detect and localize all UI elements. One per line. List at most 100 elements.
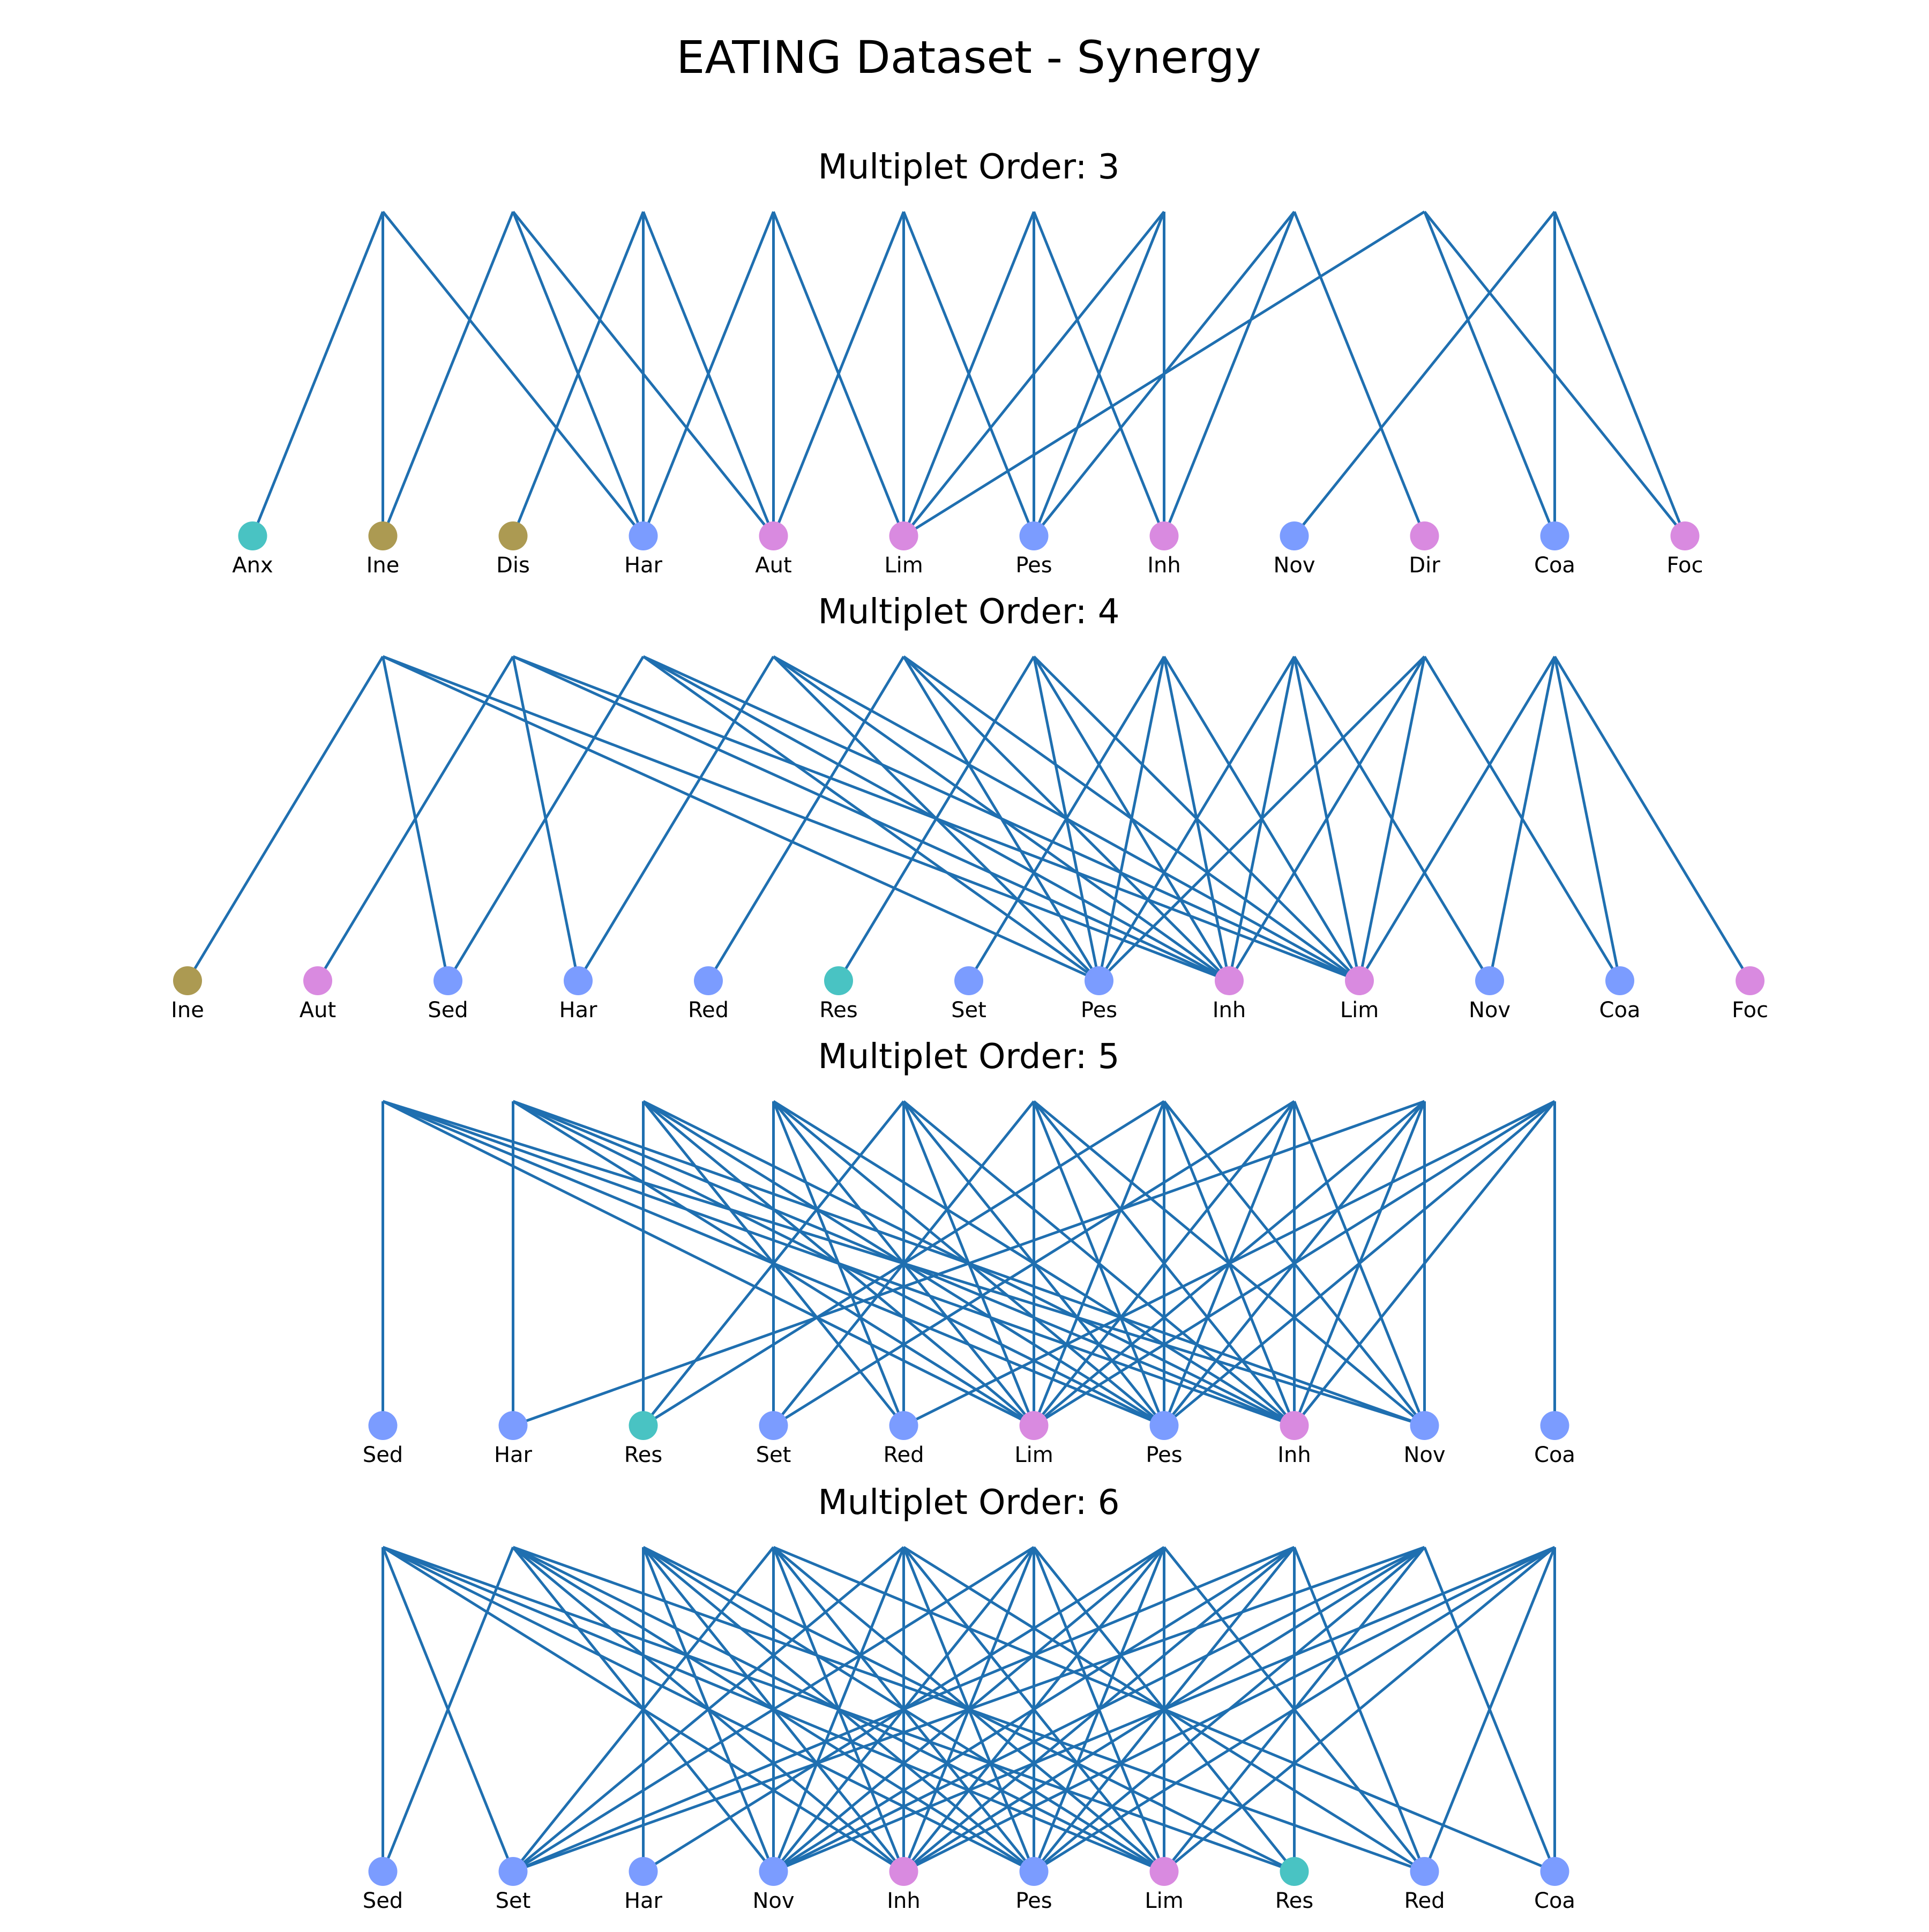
edge-group xyxy=(186,655,1752,982)
hyperedge-link xyxy=(903,1100,1556,1427)
hyperedge-link xyxy=(1033,1100,1296,1427)
edge-group xyxy=(251,210,1686,538)
panel-order-4: Multiplet Order: 4 Ine Aut Sed Har Red Res Set… xyxy=(171,592,1768,1023)
node-label: Lim xyxy=(1145,1889,1183,1913)
hyperedge-link xyxy=(512,1100,1425,1427)
node-inh xyxy=(889,1857,918,1886)
hyperedge-link xyxy=(903,1546,1556,1873)
node-har xyxy=(564,966,593,995)
node-lim xyxy=(1019,1411,1049,1440)
hyperedge-link xyxy=(1163,211,1296,536)
node-pes xyxy=(1019,1857,1049,1886)
hyperedge-link xyxy=(903,210,1425,538)
node-pes xyxy=(1019,521,1049,550)
hyperedge-link xyxy=(382,211,645,537)
node-label: Inh xyxy=(1213,998,1246,1023)
panel-title: Multiplet Order: 5 xyxy=(818,1037,1119,1077)
node-lim xyxy=(1345,966,1374,995)
node-sed xyxy=(368,1857,398,1886)
node-label: Sed xyxy=(363,1443,403,1467)
node-coa xyxy=(1540,1411,1569,1440)
hyperedge-link xyxy=(1228,655,1426,982)
node-sed xyxy=(433,966,462,995)
panel-order-6: Multiplet Order: 6 Sed Set Har Nov Inh Pes Lim… xyxy=(363,1483,1575,1913)
node-label: Nov xyxy=(1273,553,1315,578)
hyperedge-link xyxy=(902,211,1165,537)
node-set xyxy=(954,966,983,995)
panel-order-3: Multiplet Order: 3 Anx Ine Dis Har Aut Lim Pes… xyxy=(232,147,1703,578)
hyperedge-link xyxy=(1033,1546,1556,1873)
hyperedge-link xyxy=(773,1546,1556,1873)
hyperedge-link xyxy=(1163,1546,1556,1873)
node-pes xyxy=(1149,1411,1179,1440)
node-inh xyxy=(1149,521,1179,550)
hyperedge-link xyxy=(382,1100,1035,1427)
node-label: Red xyxy=(1404,1889,1445,1913)
node-label: Foc xyxy=(1732,998,1768,1023)
node-coa xyxy=(1540,1857,1569,1886)
hyperedge-link xyxy=(773,1546,1425,1873)
node-label: Lim xyxy=(884,553,923,578)
node-label: Har xyxy=(559,998,597,1023)
node-label: Set xyxy=(951,998,986,1023)
hyperedge-link xyxy=(1488,656,1556,981)
node-label: Lim xyxy=(1014,1443,1053,1467)
node-label: Coa xyxy=(1534,553,1575,578)
hyperedge-link xyxy=(1033,1100,1556,1427)
node-nov xyxy=(1410,1411,1439,1440)
hyperedge-link xyxy=(1293,1100,1556,1427)
hyperedge-link xyxy=(512,1546,1035,1873)
node-label: Res xyxy=(624,1443,662,1467)
node-label: Nov xyxy=(752,1889,794,1913)
hyperedge-link xyxy=(1097,656,1165,981)
node-inh xyxy=(1215,966,1244,995)
panel-order-5: Multiplet Order: 5 Sed Har Res Set Red Lim Pes… xyxy=(363,1037,1575,1467)
node-label: Foc xyxy=(1666,553,1703,578)
hyperedge-link xyxy=(902,655,1101,982)
node-nov xyxy=(1280,521,1309,550)
node-label: Har xyxy=(494,1443,533,1467)
hyperedge-link xyxy=(837,655,1035,982)
node-coa xyxy=(1605,966,1634,995)
hyperedge-link xyxy=(773,1546,1295,1873)
node-label: Res xyxy=(819,998,857,1023)
node-label: Coa xyxy=(1534,1443,1575,1467)
node-label: Anx xyxy=(232,553,273,578)
node-label: Pes xyxy=(1015,1889,1052,1913)
node-label: Nov xyxy=(1469,998,1511,1023)
node-har xyxy=(498,1411,528,1440)
hyperedge-link xyxy=(1553,655,1752,982)
node-dis xyxy=(498,521,528,550)
node-label: Nov xyxy=(1403,1443,1445,1467)
node-aut xyxy=(303,966,332,995)
hyperedge-link xyxy=(512,1546,775,1873)
hyperedge-link xyxy=(186,655,384,982)
node-label: Pes xyxy=(1015,553,1052,578)
node-res xyxy=(1280,1857,1309,1886)
node-inh xyxy=(1280,1411,1309,1440)
edge-group xyxy=(382,1100,1556,1427)
hyperedge-link xyxy=(512,211,645,536)
node-res xyxy=(824,966,853,995)
node-har xyxy=(629,521,658,550)
node-nov xyxy=(1475,966,1504,995)
node-label: Pes xyxy=(1146,1443,1182,1467)
hyperedge-link xyxy=(772,1101,905,1426)
node-red xyxy=(889,1411,918,1440)
hyperedge-link xyxy=(446,655,645,982)
hyperedge-link xyxy=(772,1547,905,1872)
node-res xyxy=(629,1411,658,1440)
hyperedge-link xyxy=(642,1100,905,1427)
panel-title: Multiplet Order: 4 xyxy=(818,592,1119,632)
node-foc xyxy=(1736,966,1764,995)
node-nov xyxy=(759,1857,788,1886)
node-label: Sed xyxy=(363,1889,403,1913)
hyperedge-link xyxy=(642,211,775,536)
hyperedge-link xyxy=(1293,211,1426,536)
hyperedge-link xyxy=(1358,656,1426,981)
hyperedge-link xyxy=(772,211,905,536)
node-label: Inh xyxy=(1147,553,1181,578)
hyperedge-link xyxy=(577,655,775,982)
